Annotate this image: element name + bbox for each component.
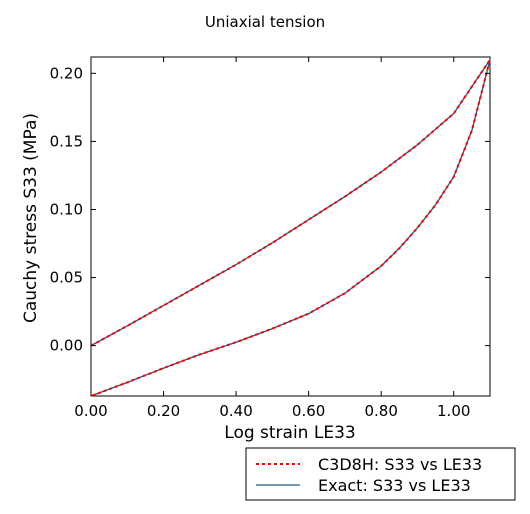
y-axis: 0.00 0.05 0.10 0.15 0.20: [50, 64, 490, 355]
legend: C3D8H: S33 vs LE33 Exact: S33 vs LE33: [245, 447, 516, 501]
y-tick-label: 0.10: [50, 200, 83, 218]
x-tick-label: 0.60: [292, 402, 325, 420]
x-axis-title: Log strain LE33: [224, 423, 355, 443]
x-tick-label: 0.80: [364, 402, 397, 420]
legend-label-c3d8h: C3D8H: S33 vs LE33: [318, 455, 482, 474]
y-tick-label: 0.20: [50, 64, 83, 82]
x-tick-label: 0.00: [74, 402, 107, 420]
x-tick-label: 1.00: [437, 402, 470, 420]
series-layer: [90, 58, 491, 397]
x-axis: 0.00 0.20 0.40 0.60 0.80 1.00: [74, 57, 470, 420]
series-line-c3d8h: [90, 58, 491, 397]
legend-label-exact: Exact: S33 vs LE33: [318, 476, 471, 495]
y-tick-label: 0.05: [50, 269, 83, 287]
series-line-exact: [90, 59, 491, 397]
plot-area: [90, 56, 491, 397]
x-tick-label: 0.40: [219, 402, 252, 420]
chart-title: Uniaxial tension: [205, 13, 325, 31]
legend-box: [245, 447, 516, 501]
y-tick-label: 0.15: [50, 132, 83, 150]
plot-frame: [90, 56, 491, 397]
x-tick-label: 0.20: [147, 402, 180, 420]
y-tick-label: 0.00: [50, 337, 83, 355]
y-axis-title: Cauchy stress S33 (MPa): [21, 113, 41, 323]
